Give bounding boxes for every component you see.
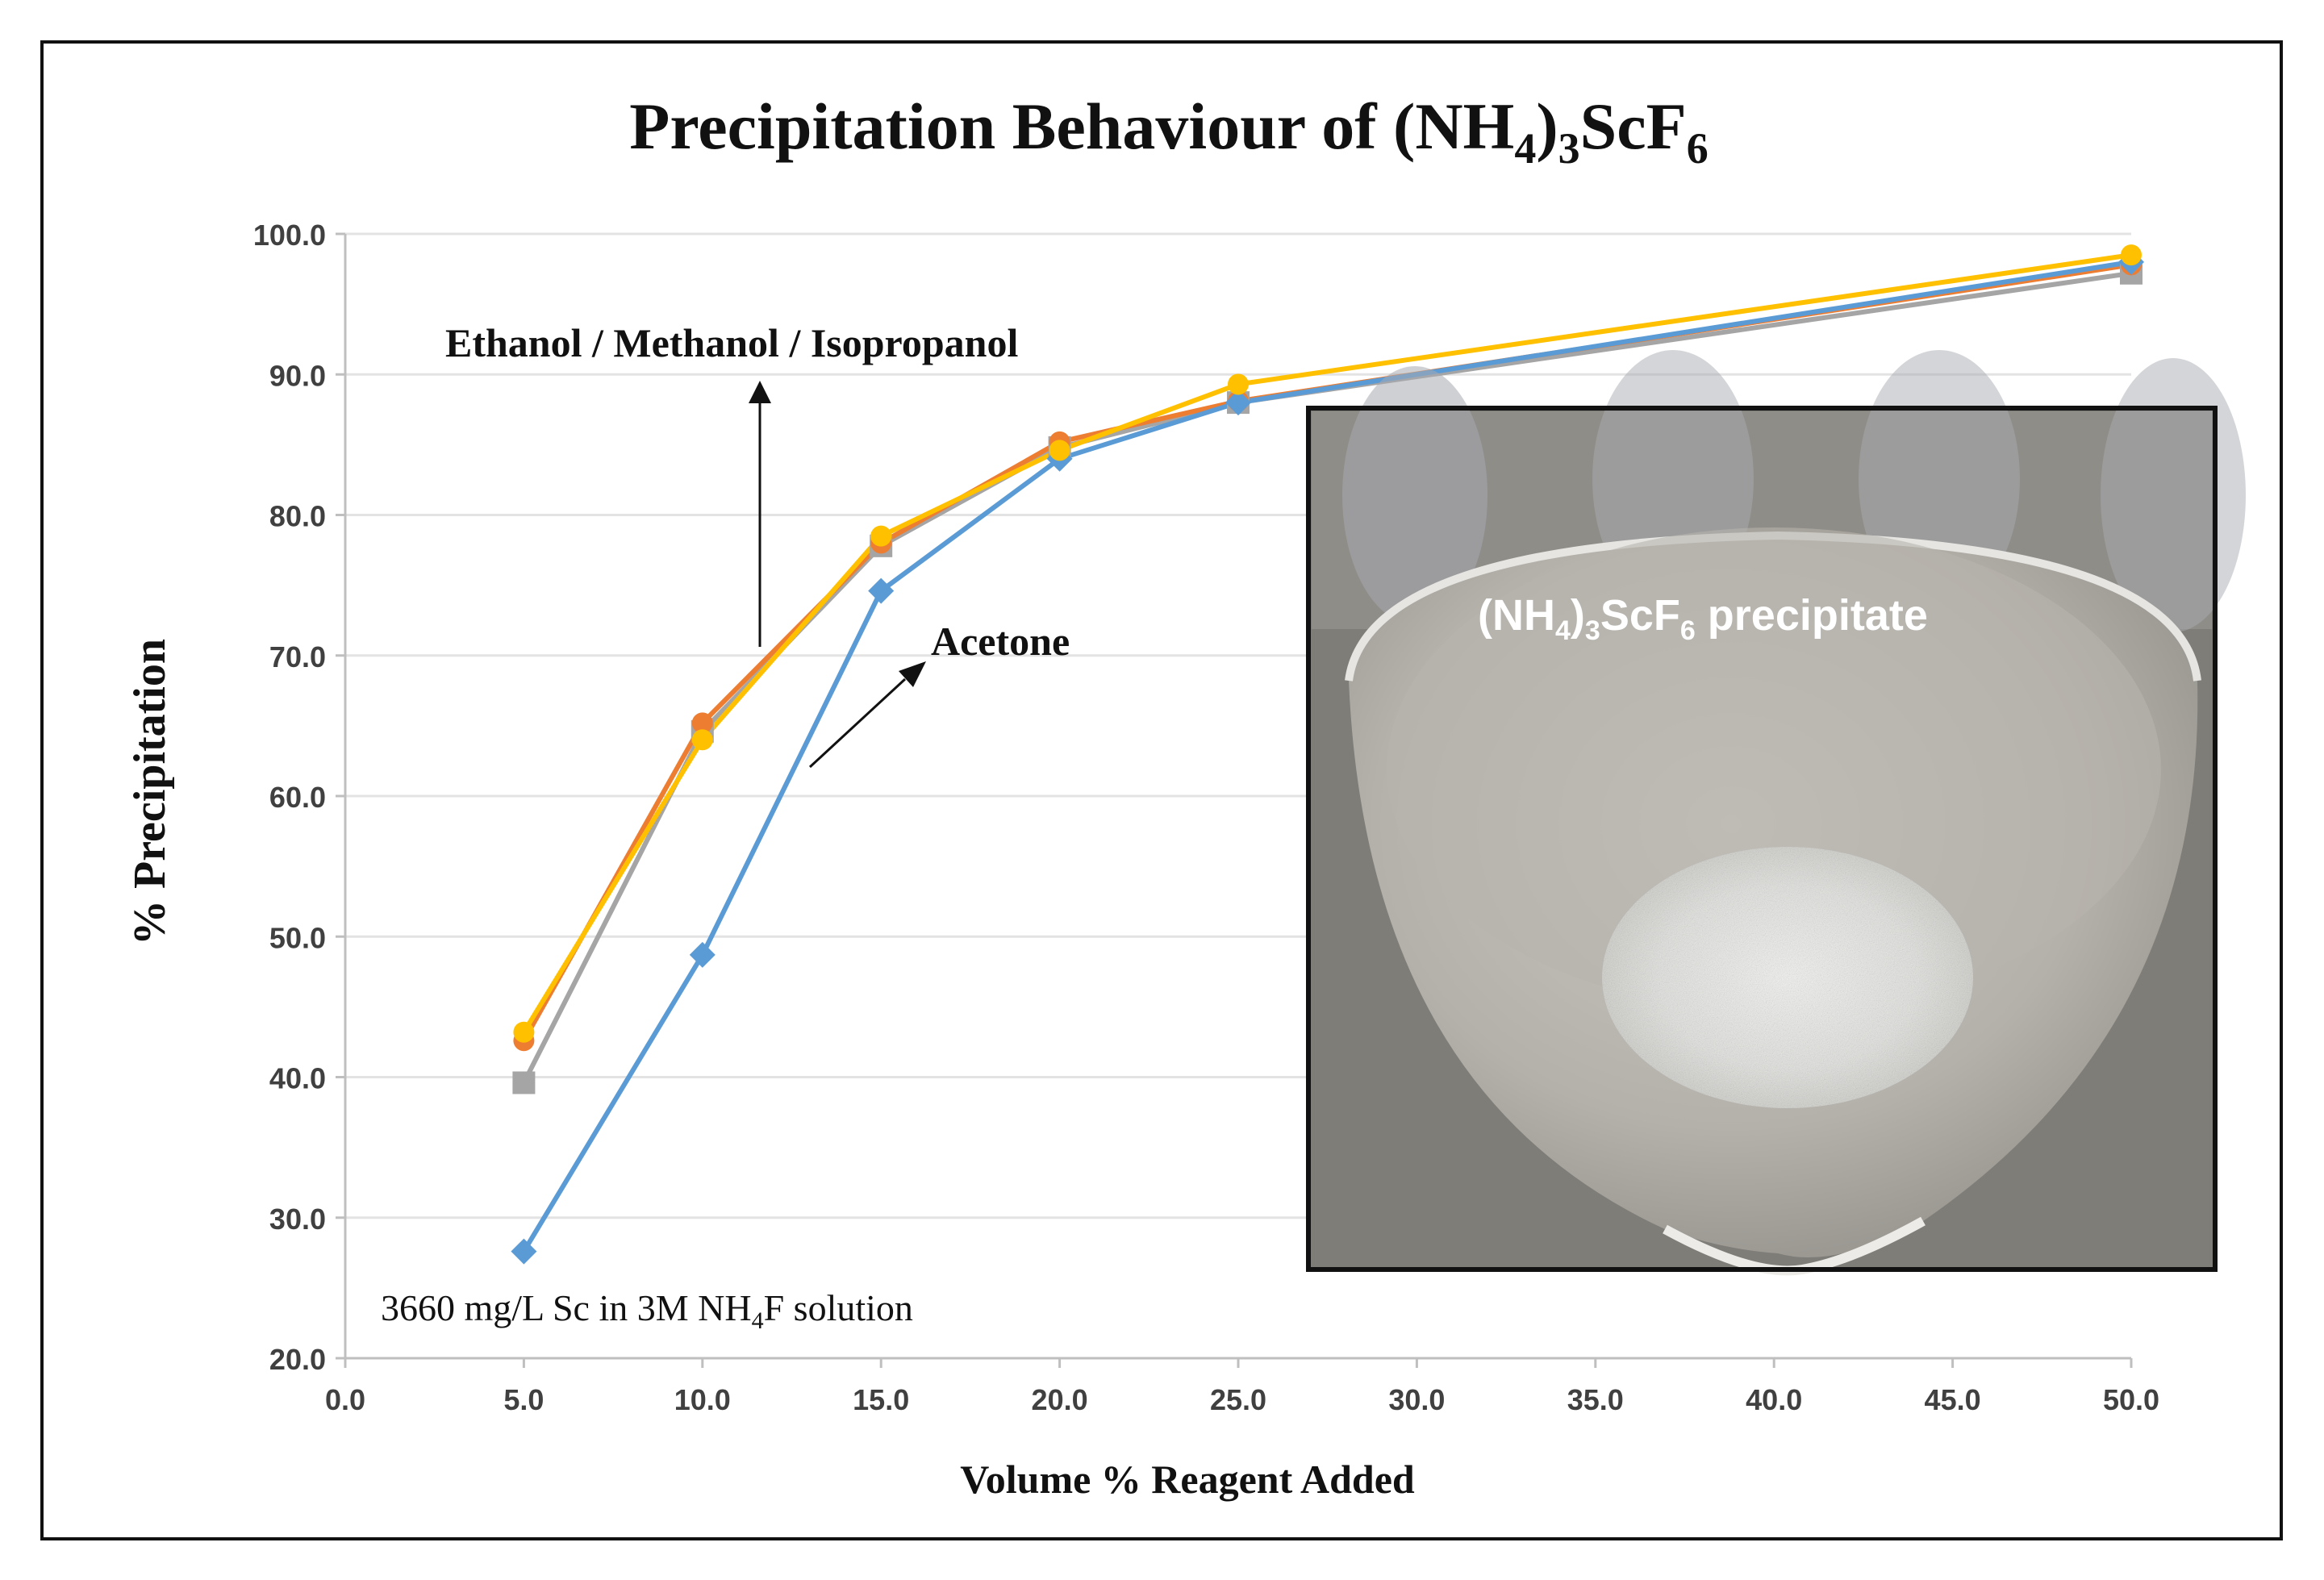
x-tick-label: 30.0 [1388, 1383, 1445, 1416]
x-tick-label: 5.0 [503, 1383, 544, 1416]
tube-1 [1342, 366, 1487, 624]
grid-lines [345, 232, 2131, 1219]
chart: Precipitation Behaviour of (NH4)3ScF6 20… [125, 90, 2246, 1502]
y-tick-label: 40.0 [269, 1062, 326, 1095]
y-tick-label: 70.0 [269, 640, 326, 673]
alcohols-annotation: Ethanol / Methanol / Isopropanol [445, 320, 1018, 365]
tube-4 [2101, 358, 2246, 632]
inset-photo: (NH4)3ScF6 precipitate [1306, 350, 2246, 1276]
point-acetone [511, 1238, 537, 1265]
point-isopropanol [1049, 440, 1070, 461]
chart-title: Precipitation Behaviour of (NH4)3ScF6 [629, 90, 1708, 173]
point-isopropanol [1228, 373, 1249, 395]
x-tick-label: 0.0 [325, 1383, 365, 1416]
x-tick-label: 20.0 [1032, 1383, 1088, 1416]
y-tick-label: 90.0 [269, 359, 326, 392]
inset-label: (NH4)3ScF6 precipitate [1478, 591, 1928, 646]
solution-note: 3660 mg/L Sc in 3M NH4F solution [381, 1287, 913, 1334]
acetone-annotation: Acetone [931, 619, 1070, 664]
alcohols-arrowhead [749, 381, 771, 403]
y-tick-label: 50.0 [269, 921, 326, 954]
x-tick-label: 40.0 [1746, 1383, 1802, 1416]
x-tick-label: 10.0 [674, 1383, 731, 1416]
point-isopropanol [2121, 244, 2142, 266]
x-tick-label: 25.0 [1210, 1383, 1266, 1416]
bowl-inner [1387, 527, 2161, 1011]
y-tick-label: 20.0 [269, 1343, 326, 1376]
series-markers [511, 244, 2144, 1265]
acetone-arrow [808, 677, 907, 769]
y-tick-labels: 20.0 30.0 40.0 50.0 60.0 70.0 80.0 90.0 100.0 [253, 219, 345, 1376]
x-tick-label: 35.0 [1567, 1383, 1624, 1416]
point-isopropanol [870, 525, 892, 547]
x-tick-label: 15.0 [853, 1383, 909, 1416]
point-methanol [512, 1071, 536, 1094]
x-tick-label: 50.0 [2103, 1383, 2159, 1416]
inset-border [1306, 406, 2218, 1272]
x-axis-label: Volume % Reagent Added [960, 1457, 1415, 1502]
figure-frame: Precipitation Behaviour of (NH4)3ScF6 20… [40, 40, 2283, 1540]
series-line-isopropanol [521, 252, 2132, 1034]
x-tick-labels: 0.0 5.0 10.0 15.0 20.0 25.0 30.0 35.0 40.0 45.0 50… [325, 1358, 2159, 1416]
y-tick-label: 80.0 [269, 500, 326, 533]
point-acetone [689, 941, 716, 968]
y-tick-label: 60.0 [269, 781, 326, 814]
x-tick-label: 45.0 [1925, 1383, 1981, 1416]
powder-texture [1602, 847, 1973, 1108]
point-acetone [868, 577, 895, 604]
y-axis-label: % Precipitation [125, 639, 175, 945]
y-tick-label: 30.0 [269, 1203, 326, 1236]
point-acetone [1225, 390, 1251, 416]
point-isopropanol [691, 729, 713, 751]
y-tick-label: 100.0 [253, 219, 326, 252]
point-isopropanol [513, 1021, 535, 1043]
acetone-arrowhead [899, 661, 926, 687]
point-ethanol [691, 712, 713, 734]
